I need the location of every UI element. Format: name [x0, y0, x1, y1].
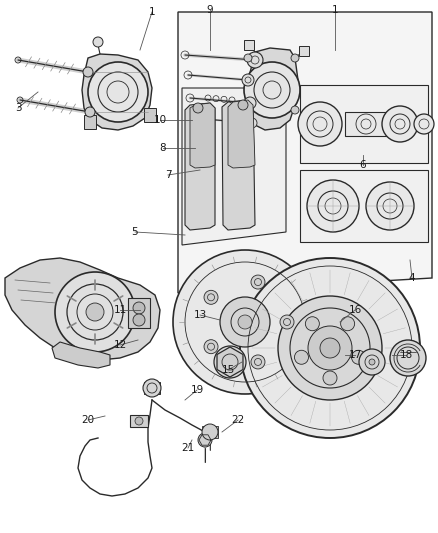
Circle shape [242, 74, 254, 86]
Circle shape [135, 417, 143, 425]
Text: 7: 7 [165, 170, 171, 180]
Circle shape [366, 182, 414, 230]
Circle shape [390, 340, 426, 376]
Circle shape [298, 102, 342, 146]
Circle shape [244, 97, 256, 109]
Circle shape [86, 303, 104, 321]
Bar [84, 115, 96, 129]
Text: 15: 15 [221, 365, 235, 375]
Bar [144, 108, 156, 122]
Circle shape [291, 106, 299, 114]
Text: 18: 18 [399, 350, 413, 360]
Circle shape [85, 107, 95, 117]
Circle shape [382, 106, 418, 142]
Text: 19: 19 [191, 385, 204, 395]
Bar [130, 415, 148, 427]
Text: 21: 21 [181, 443, 194, 453]
Circle shape [244, 62, 300, 118]
Polygon shape [178, 12, 432, 293]
Circle shape [193, 103, 203, 113]
Circle shape [93, 37, 103, 47]
Circle shape [278, 296, 382, 400]
Bar [144, 382, 160, 394]
Text: 17: 17 [348, 350, 362, 360]
Circle shape [143, 379, 161, 397]
Bar [244, 40, 254, 50]
Polygon shape [52, 342, 110, 368]
Polygon shape [222, 100, 255, 230]
Bar [345, 112, 387, 136]
Circle shape [88, 62, 148, 122]
Circle shape [247, 52, 263, 68]
Text: 8: 8 [160, 143, 166, 153]
Text: 13: 13 [193, 310, 207, 320]
Circle shape [307, 180, 359, 232]
Circle shape [369, 359, 375, 365]
Circle shape [214, 346, 246, 378]
Text: 9: 9 [207, 5, 213, 15]
Circle shape [414, 114, 434, 134]
Bar [299, 46, 309, 56]
Polygon shape [182, 88, 286, 245]
Text: 22: 22 [231, 415, 245, 425]
Circle shape [204, 340, 218, 354]
Circle shape [294, 350, 308, 364]
Polygon shape [185, 103, 215, 230]
Circle shape [133, 314, 145, 326]
Polygon shape [5, 258, 160, 360]
Text: 6: 6 [360, 160, 366, 170]
Circle shape [244, 106, 252, 114]
Circle shape [83, 67, 93, 77]
Circle shape [220, 297, 270, 347]
Text: 11: 11 [113, 305, 127, 315]
Polygon shape [82, 54, 152, 130]
Text: 10: 10 [153, 115, 166, 125]
Circle shape [320, 338, 340, 358]
Polygon shape [228, 100, 255, 168]
Circle shape [55, 272, 135, 352]
Circle shape [352, 350, 366, 364]
Text: 1: 1 [148, 7, 155, 17]
Text: 3: 3 [15, 103, 21, 113]
Circle shape [238, 100, 248, 110]
Circle shape [291, 54, 299, 62]
Circle shape [308, 326, 352, 370]
Circle shape [238, 315, 252, 329]
Circle shape [247, 118, 257, 128]
Circle shape [341, 317, 355, 331]
Circle shape [240, 258, 420, 438]
Text: 12: 12 [113, 340, 127, 350]
Bar [300, 170, 428, 242]
Circle shape [204, 290, 218, 304]
Text: 4: 4 [409, 273, 415, 283]
Bar [300, 85, 428, 163]
Circle shape [173, 250, 317, 394]
Circle shape [251, 355, 265, 369]
Text: 1: 1 [332, 5, 338, 15]
Circle shape [251, 275, 265, 289]
Circle shape [359, 349, 385, 375]
Circle shape [305, 317, 319, 331]
Text: 20: 20 [81, 415, 95, 425]
Circle shape [323, 371, 337, 385]
Polygon shape [217, 347, 243, 377]
Bar [202, 426, 218, 438]
Polygon shape [190, 103, 215, 168]
Text: 5: 5 [132, 227, 138, 237]
Circle shape [202, 424, 218, 440]
Circle shape [133, 302, 145, 314]
Circle shape [198, 433, 212, 447]
Circle shape [244, 54, 252, 62]
Text: 16: 16 [348, 305, 362, 315]
Polygon shape [248, 48, 298, 130]
Bar [128, 298, 150, 328]
Circle shape [280, 315, 294, 329]
